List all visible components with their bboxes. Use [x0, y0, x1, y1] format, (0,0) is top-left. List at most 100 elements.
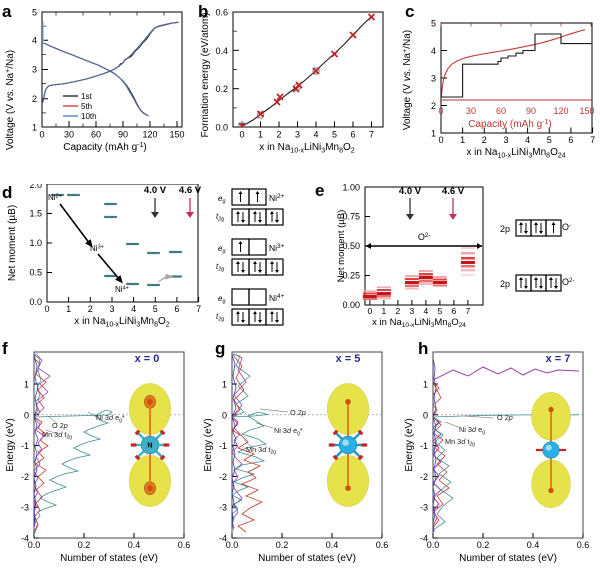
svg-text:4: 4 — [424, 306, 429, 316]
svg-text:0: 0 — [222, 410, 227, 420]
svg-text:Ni 3d eg*: Ni 3d eg* — [96, 413, 125, 424]
svg-text:1: 1 — [382, 306, 387, 316]
svg-text:0.4: 0.4 — [215, 46, 228, 56]
svg-text:120: 120 — [553, 106, 568, 116]
svg-text:6: 6 — [568, 135, 573, 145]
svg-text:-2: -2 — [420, 472, 428, 482]
svg-text:1: 1 — [431, 129, 436, 139]
svg-text:O2-: O2- — [418, 232, 430, 242]
svg-text:x in Na10-xLiNi3Mn8O24: x in Na10-xLiNi3Mn8O24 — [466, 147, 565, 159]
svg-text:0: 0 — [24, 410, 29, 420]
svg-text:Voltage (V vs. Na+/Na): Voltage (V vs. Na+/Na) — [402, 30, 413, 130]
svg-text:5: 5 — [547, 135, 552, 145]
svg-text:N: N — [147, 441, 152, 450]
svg-text:0: 0 — [368, 306, 373, 316]
svg-text:0: 0 — [44, 304, 49, 314]
svg-text:2: 2 — [88, 304, 93, 314]
svg-text:1.5: 1.5 — [29, 209, 42, 219]
svg-text:3: 3 — [32, 65, 37, 75]
svg-text:0.6: 0.6 — [577, 540, 590, 550]
svg-text:7: 7 — [369, 130, 374, 140]
svg-text:0.6: 0.6 — [215, 8, 228, 18]
svg-text:0: 0 — [438, 106, 443, 116]
svg-text:0.0: 0.0 — [427, 540, 440, 550]
svg-text:30: 30 — [64, 130, 74, 140]
svg-text:x = 0: x = 0 — [135, 353, 160, 365]
svg-text:2p: 2p — [500, 224, 510, 234]
svg-text:0: 0 — [438, 135, 443, 145]
svg-text:Mn 3d t2g: Mn 3d t2g — [246, 445, 276, 456]
svg-text:60: 60 — [496, 106, 506, 116]
svg-text:5: 5 — [431, 19, 436, 29]
svg-text:1: 1 — [423, 380, 428, 390]
svg-text:1: 1 — [258, 130, 263, 140]
svg-text:Energy (eV): Energy (eV) — [203, 418, 214, 471]
svg-text:4: 4 — [32, 36, 37, 46]
svg-text:0: 0 — [39, 130, 44, 140]
svg-text:-3: -3 — [420, 503, 428, 513]
svg-text:0.4: 0.4 — [128, 540, 141, 550]
svg-text:Ni4+: Ni4+ — [115, 285, 129, 294]
svg-text:90: 90 — [118, 130, 128, 140]
svg-text:4: 4 — [131, 304, 136, 314]
svg-text:1.0: 1.0 — [29, 238, 42, 248]
svg-text:5th: 5th — [81, 102, 92, 111]
svg-text:-3: -3 — [219, 503, 227, 513]
svg-text:Number of states (eV): Number of states (eV) — [459, 553, 557, 564]
svg-text:O 2p: O 2p — [290, 408, 306, 417]
svg-text:-2: -2 — [219, 472, 227, 482]
svg-text:1: 1 — [24, 380, 29, 390]
svg-text:0.2: 0.2 — [477, 540, 490, 550]
svg-text:4.0 V: 4.0 V — [399, 186, 422, 197]
svg-text:eg: eg — [218, 244, 226, 255]
svg-text:Ni3+: Ni3+ — [90, 244, 104, 253]
svg-text:-2: -2 — [21, 472, 29, 482]
svg-text:0.2: 0.2 — [215, 84, 228, 94]
svg-text:0.00: 0.00 — [342, 300, 360, 310]
svg-text:3: 3 — [503, 135, 508, 145]
svg-text:2: 2 — [431, 101, 436, 111]
svg-text:4: 4 — [313, 130, 318, 140]
svg-text:3: 3 — [109, 304, 114, 314]
svg-text:Ni4+: Ni4+ — [269, 293, 285, 303]
svg-text:0.6: 0.6 — [178, 540, 191, 550]
svg-text:t2g: t2g — [216, 262, 225, 273]
svg-text:-1: -1 — [219, 441, 227, 451]
svg-text:5: 5 — [332, 130, 337, 140]
svg-text:-1: -1 — [420, 441, 428, 451]
svg-text:90: 90 — [526, 106, 536, 116]
svg-text:7: 7 — [590, 135, 595, 145]
svg-text:7: 7 — [466, 306, 471, 316]
svg-text:Ni 3d eg: Ni 3d eg — [459, 425, 485, 436]
svg-text:O-: O- — [562, 222, 571, 232]
svg-text:Ni2+: Ni2+ — [269, 193, 285, 203]
svg-text:1: 1 — [32, 123, 37, 133]
svg-text:eg: eg — [218, 194, 226, 205]
svg-text:Mn 3d t2g: Mn 3d t2g — [445, 437, 475, 448]
svg-text:0.0: 0.0 — [28, 540, 41, 550]
svg-text:60: 60 — [91, 130, 101, 140]
svg-text:Mn 3d t2g: Mn 3d t2g — [42, 430, 72, 441]
svg-text:4: 4 — [525, 135, 530, 145]
svg-text:0.0: 0.0 — [226, 540, 239, 550]
svg-text:2p: 2p — [500, 279, 510, 289]
svg-text:Energy (eV): Energy (eV) — [404, 418, 415, 471]
svg-text:150: 150 — [579, 106, 594, 116]
svg-text:0.2: 0.2 — [78, 540, 91, 550]
svg-text:Energy (eV): Energy (eV) — [5, 418, 16, 471]
svg-text:eg: eg — [218, 294, 226, 305]
svg-text:2: 2 — [32, 94, 37, 104]
svg-text:30: 30 — [466, 106, 476, 116]
svg-text:Number of states (eV): Number of states (eV) — [60, 553, 158, 564]
svg-text:t2g: t2g — [216, 312, 225, 323]
svg-text:O2-: O2- — [562, 277, 574, 287]
svg-text:4: 4 — [431, 46, 436, 56]
svg-text:5: 5 — [153, 304, 158, 314]
svg-text:Capacity (mAh g-1): Capacity (mAh g-1) — [63, 142, 147, 153]
svg-text:0.5: 0.5 — [29, 268, 42, 278]
svg-text:x = 5: x = 5 — [336, 353, 361, 365]
svg-text:Voltage (V vs. Na+/Na): Voltage (V vs. Na+/Na) — [5, 50, 16, 150]
svg-text:1.00: 1.00 — [342, 184, 360, 193]
svg-text:3: 3 — [431, 74, 436, 84]
svg-text:2: 2 — [276, 130, 281, 140]
